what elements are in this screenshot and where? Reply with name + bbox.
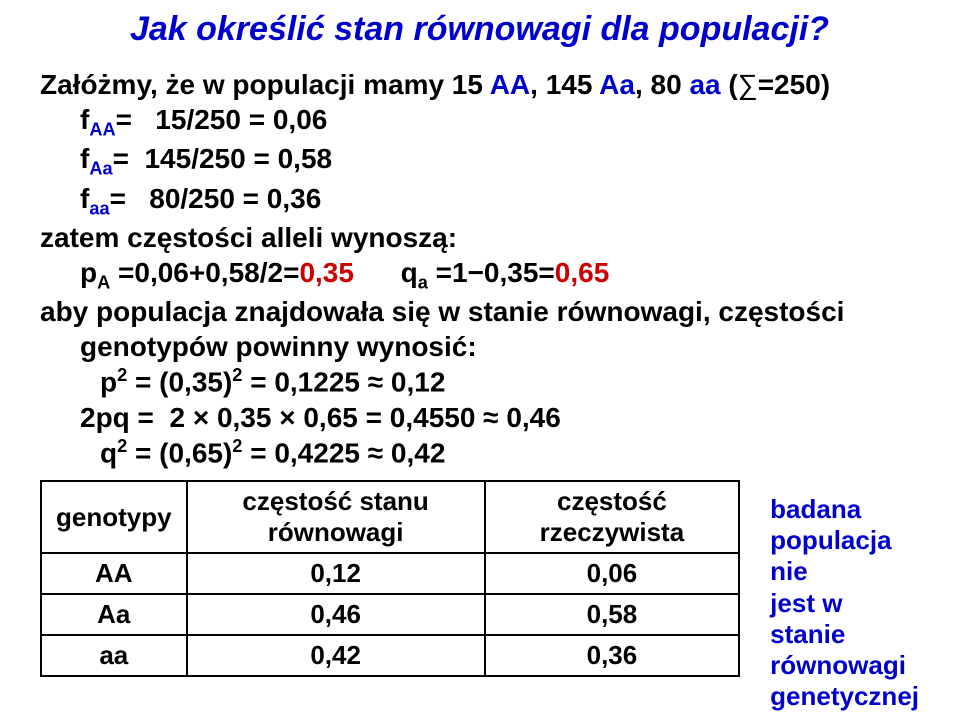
cell-aa-eq: 0,42 xyxy=(187,635,485,676)
table-row: Aa 0,46 0,58 xyxy=(41,594,739,635)
table-row: AA 0,12 0,06 xyxy=(41,553,739,594)
cell-aa-genotype: aa xyxy=(41,635,187,676)
note-l2: populacja nie xyxy=(770,525,919,587)
line-9: p2 = (0,35)2 = 0,1225 ≈ 0,12 xyxy=(40,364,919,399)
th-eq-freq: częstość stanu równowagi xyxy=(187,481,485,553)
l4-rest: = 80/250 = 0,36 xyxy=(110,183,322,214)
line-7: aby populacja znajdowała się w stanie ró… xyxy=(40,294,919,329)
l6-f: 0,65 xyxy=(555,257,610,288)
slide-page: Jak określić stan równowagi dla populacj… xyxy=(0,0,959,685)
l3-sub: Aa xyxy=(89,159,112,179)
cell-Aa-real: 0,58 xyxy=(485,594,740,635)
note-l4: równowagi xyxy=(770,650,919,681)
line-1: Załóżmy, że w populacji mamy 15 AA, 145 … xyxy=(40,67,919,102)
body-block: Załóżmy, że w populacji mamy 15 AA, 145 … xyxy=(40,67,919,470)
l6-d: q xyxy=(401,257,418,288)
l9-a: p xyxy=(100,367,117,398)
cell-AA-eq: 0,12 xyxy=(187,553,485,594)
l6-c: 0,35 xyxy=(299,257,354,288)
note-l5: genetycznej xyxy=(770,681,919,712)
line-2: fAA= 15/250 = 0,06 xyxy=(40,102,919,141)
l6-b: =0,06+0,58/2= xyxy=(110,257,299,288)
l1-c: , 80 xyxy=(635,69,689,100)
l11-sup: 2 xyxy=(117,436,127,456)
l6-a: p xyxy=(80,257,97,288)
l9-sup2: 2 xyxy=(232,365,242,385)
l6-gap xyxy=(354,257,401,288)
l1-AA: AA xyxy=(490,69,530,100)
side-note: badana populacja nie jest w stanie równo… xyxy=(770,480,919,712)
l1-d: ( xyxy=(721,69,738,100)
l11-c: = 0,4225 ≈ 0,42 xyxy=(242,437,445,468)
l6-e: =1−0,35= xyxy=(428,257,555,288)
line-4: faa= 80/250 = 0,36 xyxy=(40,181,919,220)
table-row: aa 0,42 0,36 xyxy=(41,635,739,676)
l2-sub: AA xyxy=(89,120,115,140)
cell-Aa-eq: 0,46 xyxy=(187,594,485,635)
l11-a: q xyxy=(100,437,117,468)
l11-sup2: 2 xyxy=(232,436,242,456)
sigma-icon: ∑ xyxy=(738,69,758,100)
cell-AA-real: 0,06 xyxy=(485,553,740,594)
l1-aa: aa xyxy=(689,69,720,100)
line-3: fAa= 145/250 = 0,58 xyxy=(40,141,919,180)
cell-Aa-genotype: Aa xyxy=(41,594,187,635)
line-6: pA =0,06+0,58/2=0,35 qa =1−0,35=0,65 xyxy=(40,255,919,294)
l3-f: f xyxy=(80,143,89,174)
l6-asub: A xyxy=(97,273,110,293)
l2-f: f xyxy=(80,104,89,135)
l1-b: , 145 xyxy=(530,69,599,100)
th-genotypy: genotypy xyxy=(41,481,187,553)
l2-rest: = 15/250 = 0,06 xyxy=(116,104,328,135)
l1-e: =250) xyxy=(758,69,830,100)
line-10: 2pq = 2 × 0,35 × 0,65 = 0,4550 ≈ 0,46 xyxy=(40,400,919,435)
line-8: genotypów powinny wynosić: xyxy=(40,329,919,364)
cell-aa-real: 0,36 xyxy=(485,635,740,676)
l11-b: = (0,65) xyxy=(127,437,232,468)
l4-f: f xyxy=(80,183,89,214)
note-l1: badana xyxy=(770,494,919,525)
cell-AA-genotype: AA xyxy=(41,553,187,594)
l9-c: = 0,1225 ≈ 0,12 xyxy=(242,367,445,398)
line-5: zatem częstości alleli wynoszą: xyxy=(40,220,919,255)
table-header-row: genotypy częstość stanu równowagi często… xyxy=(41,481,739,553)
l9-b: = (0,35) xyxy=(127,367,232,398)
l1-a: Załóżmy, że w populacji mamy 15 xyxy=(40,69,490,100)
note-l3: jest w stanie xyxy=(770,588,919,650)
l4-sub: aa xyxy=(89,198,109,218)
slide-title: Jak określić stan równowagi dla populacj… xyxy=(40,10,919,49)
l9-sup: 2 xyxy=(117,365,127,385)
l1-Aa: Aa xyxy=(599,69,635,100)
th-real-freq: częstość rzeczywista xyxy=(485,481,740,553)
genotype-table: genotypy częstość stanu równowagi często… xyxy=(40,480,740,677)
bottom-row: genotypy częstość stanu równowagi często… xyxy=(40,480,919,712)
l6-dsub: a xyxy=(418,273,428,293)
l3-rest: = 145/250 = 0,58 xyxy=(113,143,333,174)
line-11: q2 = (0,65)2 = 0,4225 ≈ 0,42 xyxy=(40,435,919,470)
